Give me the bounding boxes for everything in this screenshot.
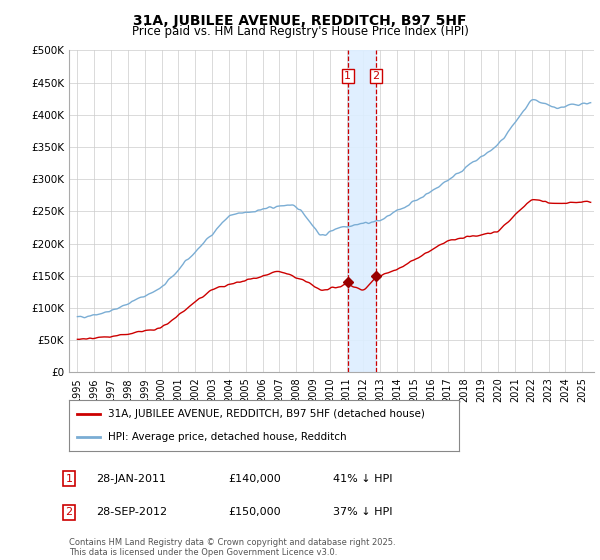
Text: £150,000: £150,000 (228, 507, 281, 517)
Text: 1: 1 (344, 71, 352, 81)
Text: 31A, JUBILEE AVENUE, REDDITCH, B97 5HF (detached house): 31A, JUBILEE AVENUE, REDDITCH, B97 5HF (… (108, 409, 425, 419)
Text: Price paid vs. HM Land Registry's House Price Index (HPI): Price paid vs. HM Land Registry's House … (131, 25, 469, 38)
Text: Contains HM Land Registry data © Crown copyright and database right 2025.
This d: Contains HM Land Registry data © Crown c… (69, 538, 395, 557)
Text: 1: 1 (65, 474, 73, 484)
Bar (348, 50, 376, 372)
Text: £140,000: £140,000 (228, 474, 281, 484)
Text: 28-SEP-2012: 28-SEP-2012 (96, 507, 167, 517)
Text: 31A, JUBILEE AVENUE, REDDITCH, B97 5HF: 31A, JUBILEE AVENUE, REDDITCH, B97 5HF (133, 14, 467, 28)
Text: HPI: Average price, detached house, Redditch: HPI: Average price, detached house, Redd… (108, 432, 347, 442)
Text: 41% ↓ HPI: 41% ↓ HPI (333, 474, 392, 484)
Text: 28-JAN-2011: 28-JAN-2011 (96, 474, 166, 484)
Text: 2: 2 (373, 71, 380, 81)
Text: 37% ↓ HPI: 37% ↓ HPI (333, 507, 392, 517)
Text: 2: 2 (65, 507, 73, 517)
